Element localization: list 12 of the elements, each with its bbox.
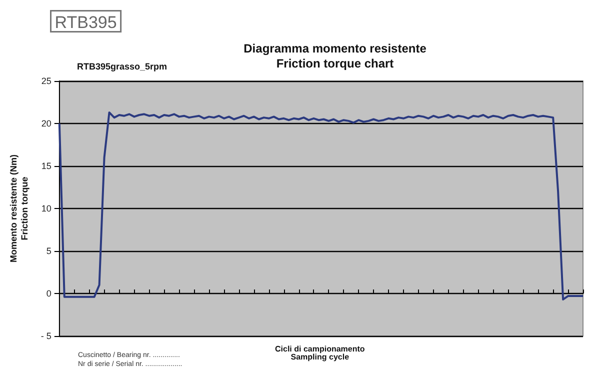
y-axis-title: Momento resistente (Nm) Friction torque xyxy=(8,154,30,263)
chart-subtitle: RTB395grasso_5rpm xyxy=(77,62,168,72)
y-tick-label: 15 xyxy=(41,161,52,171)
y-tick-label: 0 xyxy=(46,288,52,298)
y-tick-label: - 5 xyxy=(40,331,52,341)
chart-title: Diagramma momento resistente Friction torque chart xyxy=(244,42,427,70)
x-axis-title: Cicli di campionamento Sampling cycle xyxy=(275,344,365,362)
y-tick-label: 20 xyxy=(41,118,52,128)
y-tick-label: 10 xyxy=(41,204,52,214)
text: RTB395 xyxy=(54,12,117,32)
y-tick-label: 5 xyxy=(46,246,52,256)
y-tick-label: 25 xyxy=(41,76,52,86)
